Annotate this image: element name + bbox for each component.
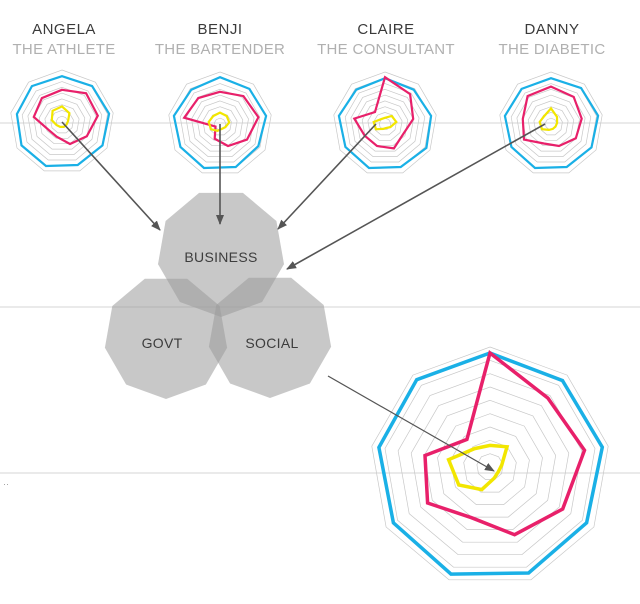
- radar-grid-ring: [539, 112, 563, 136]
- radar-grid-ring: [499, 71, 603, 174]
- radar-grid-ring: [510, 83, 592, 163]
- radar-series-outer: [337, 77, 433, 170]
- radar-series-middle: [352, 75, 415, 150]
- persona-claire: CLAIRE THE CONSULTANT: [306, 20, 466, 60]
- persona-role: THE CONSULTANT: [317, 41, 455, 58]
- radar-grid-ring: [10, 69, 114, 172]
- persona-name: BENJI: [197, 21, 243, 38]
- radar-series-inner: [207, 111, 231, 132]
- radar-grid-ring: [367, 106, 403, 141]
- radar-grid-ring: [437, 413, 543, 518]
- radar-grid-ring: [350, 88, 420, 157]
- persona-name: DANNY: [524, 21, 580, 38]
- radar-series-inner: [446, 443, 510, 492]
- corner-dots: ··: [3, 479, 9, 489]
- persona-danny: DANNY THE DIABETIC: [472, 20, 632, 60]
- radar-grid-ring: [450, 426, 530, 505]
- radar-grid-ring: [410, 386, 570, 543]
- arrow-angela-to-business: [61, 121, 161, 231]
- radar-series-inner: [50, 105, 71, 129]
- radar-grid-ring: [361, 100, 409, 147]
- radar-grid-ring: [476, 453, 504, 480]
- radar-series-outer: [503, 77, 600, 170]
- radar-grid-ring: [21, 81, 103, 161]
- radar-grid-ring: [27, 86, 97, 155]
- radar-chart-angela: [10, 69, 114, 172]
- sector-label-social: SOCIAL: [245, 335, 298, 351]
- radar-series-inner: [372, 114, 398, 131]
- persona-role: THE DIABETIC: [498, 41, 606, 58]
- radar-series-outer: [15, 75, 111, 168]
- radar-chart-danny: [499, 71, 603, 174]
- arrow-social-to-combined: [327, 375, 495, 472]
- radar-chart-combined: [371, 346, 609, 581]
- arrow-claire-to-business: [277, 123, 377, 230]
- radar-grid-ring: [423, 399, 557, 530]
- radar-grid-ring: [463, 439, 517, 493]
- radar-grid-ring: [333, 71, 437, 174]
- radar-series-inner: [538, 106, 559, 132]
- persona-role: THE BARTENDER: [154, 41, 286, 58]
- arrow-danny-to-business: [286, 123, 546, 270]
- sector-label-business: BUSINESS: [184, 249, 257, 265]
- radar-series-middle: [182, 90, 260, 148]
- persona-name: CLAIRE: [357, 21, 415, 38]
- sector-social-shape: [208, 277, 332, 398]
- radar-series-middle: [423, 349, 587, 537]
- sector-venn: BUSINESS GOVT SOCIAL: [104, 192, 332, 399]
- persona-role: THE ATHLETE: [12, 41, 116, 58]
- persona-benji: BENJI THE BARTENDER: [140, 20, 300, 60]
- radar-series-middle: [521, 85, 583, 148]
- radar-grid-ring: [344, 83, 426, 163]
- radar-grid-ring: [533, 106, 569, 141]
- radar-grid-ring: [522, 94, 580, 152]
- sector-govt-shape: [104, 278, 228, 399]
- radar-grid-ring: [356, 94, 414, 152]
- radar-grid-ring: [384, 359, 596, 568]
- radar-grid-ring: [38, 98, 86, 145]
- sector-label-govt: GOVT: [142, 335, 183, 351]
- persona-name: ANGELA: [32, 21, 96, 38]
- radar-series-middle: [32, 88, 100, 146]
- radar-grid-ring: [44, 104, 80, 139]
- radar-grid-ring: [371, 346, 609, 581]
- radar-chart-claire: [333, 71, 437, 174]
- persona-angela: ANGELA THE ATHLETE: [0, 20, 144, 60]
- radar-grid-ring: [516, 88, 586, 157]
- radar-series-outer: [377, 351, 605, 576]
